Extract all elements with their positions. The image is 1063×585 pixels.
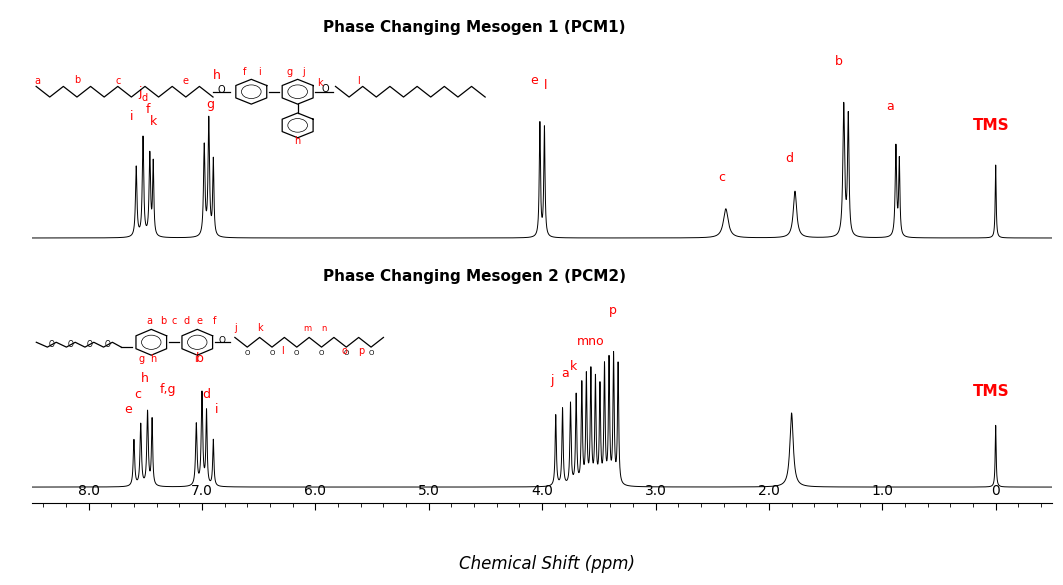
Text: p: p bbox=[608, 305, 617, 318]
Text: k: k bbox=[150, 115, 157, 128]
Text: TMS: TMS bbox=[973, 384, 1010, 399]
Text: Phase Changing Mesogen 2 (PCM2): Phase Changing Mesogen 2 (PCM2) bbox=[323, 269, 626, 284]
Text: c: c bbox=[718, 171, 725, 184]
Text: f,g: f,g bbox=[159, 383, 176, 395]
Text: c: c bbox=[134, 388, 140, 401]
Text: b: b bbox=[196, 352, 204, 365]
Text: Phase Changing Mesogen 1 (PCM1): Phase Changing Mesogen 1 (PCM1) bbox=[323, 20, 625, 35]
Text: l: l bbox=[544, 79, 547, 92]
Text: d: d bbox=[786, 152, 793, 165]
Text: j: j bbox=[551, 374, 554, 387]
Text: d: d bbox=[203, 388, 210, 401]
Text: j: j bbox=[138, 86, 141, 99]
Text: h: h bbox=[213, 69, 221, 82]
Text: a: a bbox=[561, 367, 569, 380]
Text: b: b bbox=[836, 56, 843, 68]
Text: mno: mno bbox=[577, 335, 605, 348]
Text: k: k bbox=[570, 360, 577, 373]
Text: h: h bbox=[141, 372, 149, 386]
Text: i: i bbox=[215, 403, 219, 416]
Text: g: g bbox=[206, 98, 214, 111]
Text: e: e bbox=[124, 403, 132, 416]
Text: Chemical Shift (ppm): Chemical Shift (ppm) bbox=[459, 555, 636, 573]
Text: e: e bbox=[530, 74, 538, 87]
Text: a: a bbox=[887, 99, 894, 112]
Text: f: f bbox=[146, 103, 150, 116]
Text: TMS: TMS bbox=[973, 118, 1010, 133]
Text: i: i bbox=[130, 110, 134, 123]
